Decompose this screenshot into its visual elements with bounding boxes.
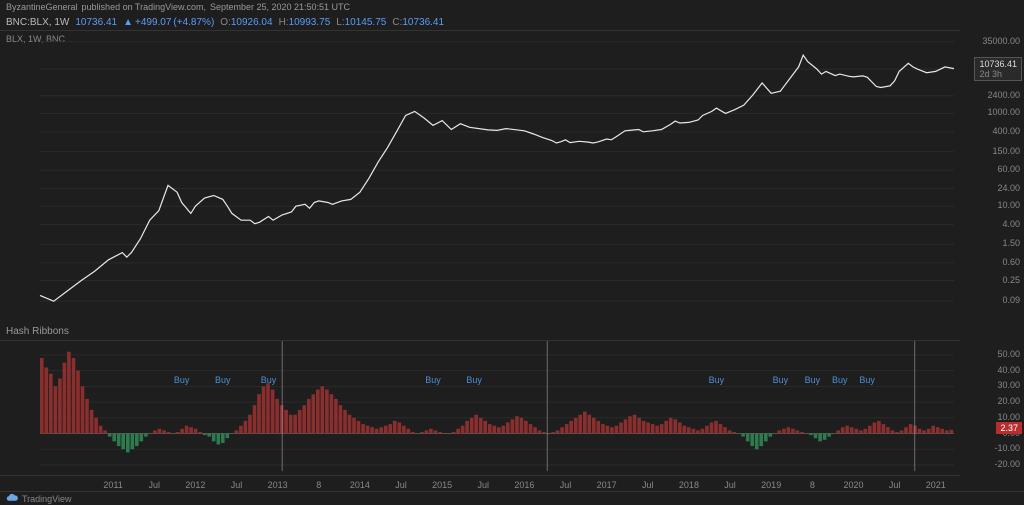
buy-marker: Buy [466, 375, 482, 385]
ohlc-o: O:10926.04 [220, 17, 272, 28]
indicator-yaxis: 50.0040.0030.0020.0010.000.00-10.00-20.0… [964, 340, 1024, 470]
price-ytick: 60.00 [997, 164, 1020, 174]
footer: TradingView [0, 491, 1024, 505]
indicator-ytick: 40.00 [997, 365, 1020, 375]
price-change: +499.07 [135, 17, 171, 28]
xaxis-tick: Jul [724, 480, 736, 490]
xaxis-tick: 2020 [843, 480, 863, 490]
xaxis-tick: 8 [316, 480, 321, 490]
change-block: ▲ +499.07 (+4.87%) [123, 17, 214, 28]
symbol: BNC:BLX, 1W [6, 17, 69, 28]
price-ytick: 0.25 [1002, 275, 1020, 285]
buy-marker: Buy [215, 375, 231, 385]
indicator-ytick: 10.00 [997, 412, 1020, 422]
xaxis-tick: 2017 [597, 480, 617, 490]
last-price: 10736.41 [75, 17, 117, 28]
price-ytick: 24.00 [997, 183, 1020, 193]
xaxis-tick: 2018 [679, 480, 699, 490]
price-chart[interactable] [0, 30, 960, 320]
buy-marker: Buy [425, 375, 441, 385]
publish-header: ByzantineGeneral published on TradingVie… [0, 0, 1024, 14]
indicator-name: Hash Ribbons [6, 326, 69, 337]
xaxis-tick: 2015 [432, 480, 452, 490]
indicator-ytick: -10.00 [994, 443, 1020, 453]
xaxis-tick: Jul [148, 480, 160, 490]
xaxis-tick: 2019 [761, 480, 781, 490]
xaxis-tick: Jul [395, 480, 407, 490]
publish-timestamp: September 25, 2020 21:50:51 UTC [210, 2, 350, 12]
tradingview-logo-icon [6, 494, 18, 503]
xaxis-tick: 2013 [268, 480, 288, 490]
buy-marker: Buy [773, 375, 789, 385]
xaxis-tick: Jul [889, 480, 901, 490]
xaxis-tick: 2016 [514, 480, 534, 490]
indicator-ytick: 50.00 [997, 349, 1020, 359]
indicator-chart[interactable]: Buy Buy Buy Buy Buy Buy Buy Buy Buy Buy [0, 340, 960, 470]
xaxis-tick: 2014 [350, 480, 370, 490]
indicator-value-tag: 2.37 [996, 422, 1022, 434]
indicator-ytick: 30.00 [997, 380, 1020, 390]
price-tag-countdown: 2d 3h [979, 69, 1017, 79]
price-ytick: 400.00 [992, 126, 1020, 136]
price-ytick: 35000.00 [982, 36, 1020, 46]
ohlc-l: L:10145.75 [336, 17, 386, 28]
buy-marker: Buy [805, 375, 821, 385]
price-ytick: 4.00 [1002, 219, 1020, 229]
price-ytick: 150.00 [992, 146, 1020, 156]
buy-marker: Buy [859, 375, 875, 385]
buy-marker: Buy [261, 375, 277, 385]
price-yaxis: 35000.009000.002400.001000.00400.00150.0… [964, 30, 1024, 320]
indicator-ytick: 20.00 [997, 396, 1020, 406]
xaxis-tick: Jul [560, 480, 572, 490]
xaxis-tick: 2021 [926, 480, 946, 490]
footer-brand: TradingView [22, 494, 72, 504]
price-change-pct: (+4.87%) [173, 17, 214, 28]
xaxis-tick: 8 [810, 480, 815, 490]
buy-marker: Buy [174, 375, 190, 385]
price-ytick: 1.50 [1002, 238, 1020, 248]
xaxis-tick: 2011 [103, 480, 122, 490]
price-ytick: 0.09 [1002, 295, 1020, 305]
buy-marker: Buy [709, 375, 725, 385]
symbol-info-row: BNC:BLX, 1W 10736.41 ▲ +499.07 (+4.87%) … [0, 14, 1024, 30]
buy-marker: Buy [832, 375, 848, 385]
up-arrow-icon: ▲ [123, 17, 133, 28]
price-ytick: 1000.00 [987, 107, 1020, 117]
xaxis-tick: Jul [478, 480, 490, 490]
price-tag-value: 10736.41 [979, 59, 1017, 69]
price-tag: 10736.412d 3h [974, 57, 1022, 81]
time-xaxis: 2011 Jul 2012 Jul 2013 8 2014 Jul 2015 Jul 2016 Jul… [0, 475, 960, 491]
ohlc-h: H:10993.75 [279, 17, 331, 28]
xaxis-tick: Jul [642, 480, 654, 490]
ohlc-c: C:10736.41 [392, 17, 444, 28]
indicator-ytick: -20.00 [994, 459, 1020, 469]
xaxis-tick: Jul [231, 480, 243, 490]
price-ytick: 0.60 [1002, 257, 1020, 267]
price-ytick: 2400.00 [987, 90, 1020, 100]
xaxis-tick: 2012 [185, 480, 205, 490]
price-ytick: 10.00 [997, 200, 1020, 210]
published-text: published on TradingView.com, [82, 2, 206, 12]
author: ByzantineGeneral [6, 2, 78, 12]
